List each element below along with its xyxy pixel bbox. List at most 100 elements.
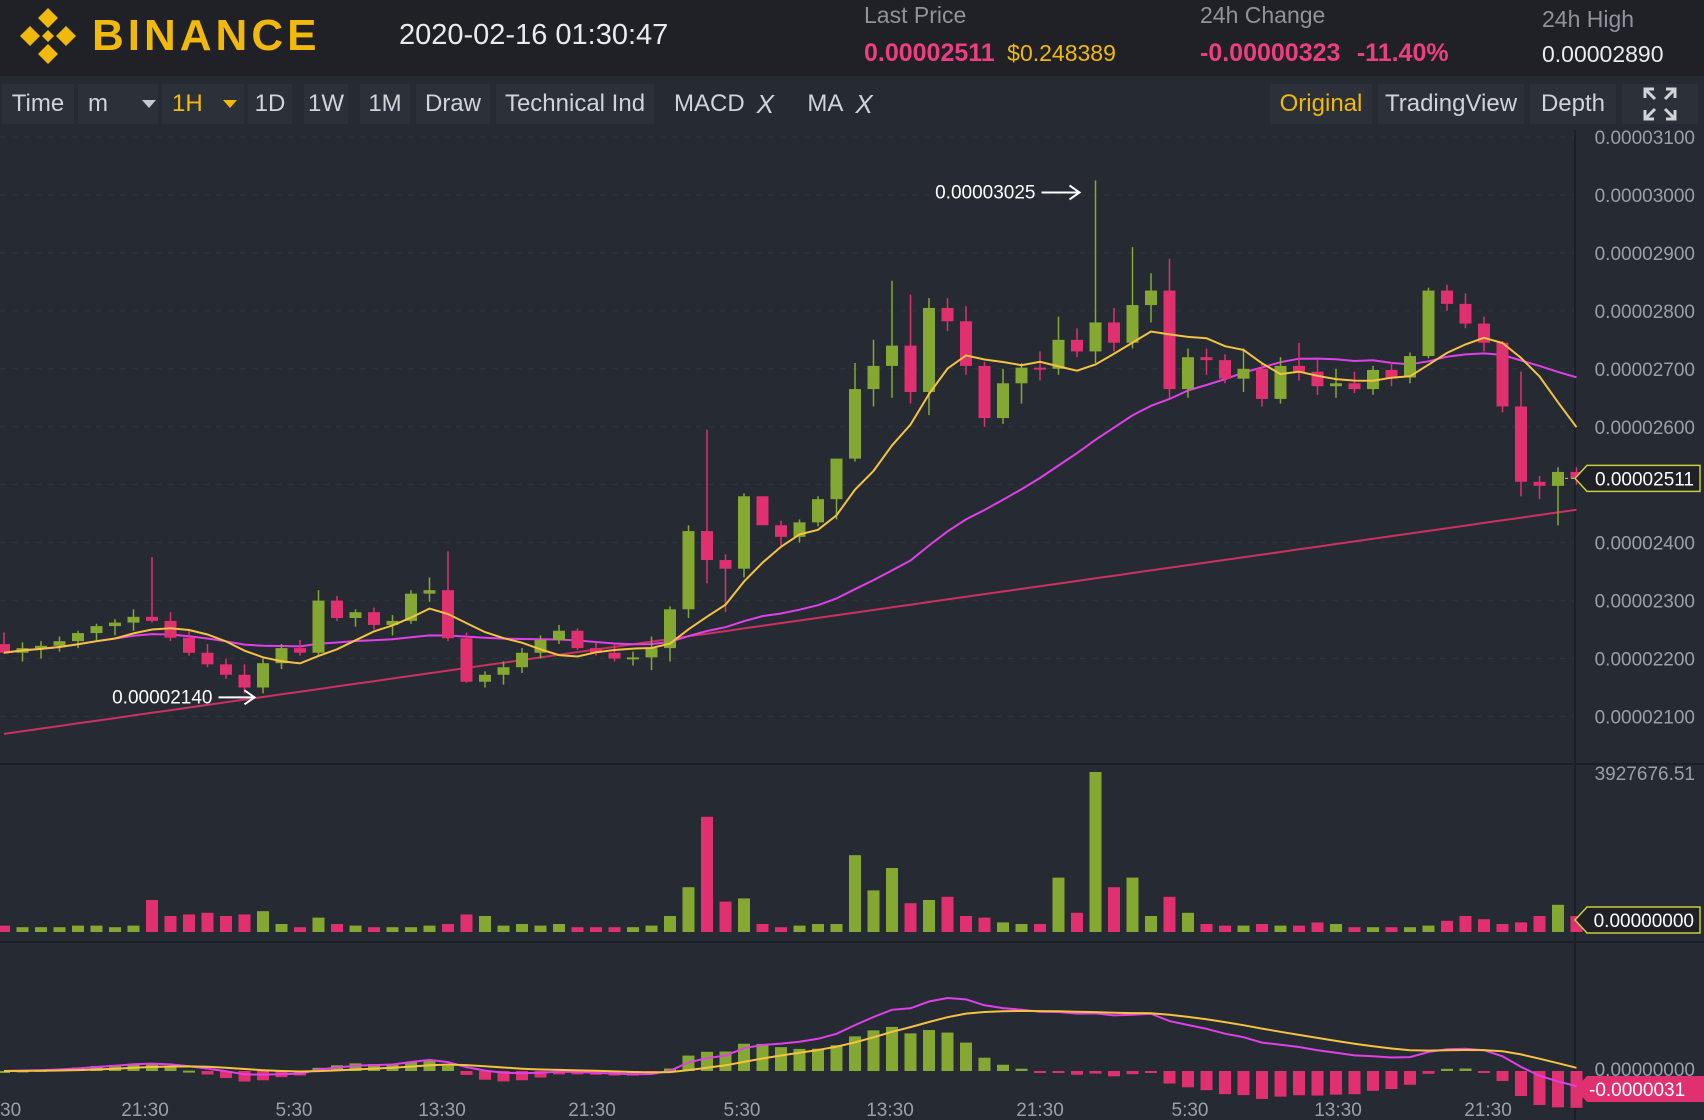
hour-interval-select[interactable]: 1H <box>162 84 244 124</box>
volume-bar <box>1182 912 1194 932</box>
binance-logo[interactable]: BINANCE <box>16 4 320 68</box>
interval-1m-button[interactable]: 1M <box>360 84 410 124</box>
time-axis-tick: 13:30 <box>418 1100 466 1120</box>
candle-body <box>960 321 972 366</box>
candle-body <box>886 345 898 366</box>
volume-bar <box>164 916 177 932</box>
candle-body <box>1089 322 1102 352</box>
volume-bar <box>830 924 843 932</box>
candle-body <box>738 496 750 569</box>
volume-bar <box>16 927 29 932</box>
candle-body <box>405 593 417 621</box>
depth-tab[interactable]: Depth <box>1530 84 1616 124</box>
candle-body <box>627 657 639 660</box>
candle-body <box>294 648 306 653</box>
macd-current-label: -0.0000031 <box>1589 1080 1685 1101</box>
candle-body <box>1570 471 1583 479</box>
macd-histogram-bar <box>812 1048 824 1071</box>
volume-bar <box>257 911 269 932</box>
volume-bar <box>1256 924 1268 932</box>
volume-bar <box>1496 924 1509 932</box>
chart-grid <box>0 130 1704 1120</box>
volume-bar <box>1126 877 1139 932</box>
volume-bar <box>719 901 732 932</box>
macd-histogram-bar <box>220 1071 232 1079</box>
volume-bar <box>1071 912 1083 932</box>
candle-body <box>1496 342 1509 407</box>
price-axis-tick: 0.00003000 <box>1595 186 1695 207</box>
candle-body <box>553 630 565 641</box>
volume-bar <box>349 925 362 932</box>
volume-bar <box>53 927 66 932</box>
minute-interval-select[interactable]: m <box>78 84 158 124</box>
macd-histogram-bar <box>1126 1071 1139 1075</box>
fullscreen-button[interactable] <box>1622 84 1698 124</box>
draw-button[interactable]: Draw <box>416 84 490 124</box>
candle-body <box>1441 290 1453 304</box>
macd-histogram-bar <box>442 1065 454 1071</box>
last-price-value: 0.00002511 <box>864 39 995 67</box>
interval-1w-button[interactable]: 1W <box>304 84 348 124</box>
macd-histogram-bar <box>201 1071 214 1075</box>
time-axis-tick: 5:30 <box>1172 1100 1209 1120</box>
original-view-tab[interactable]: Original <box>1270 84 1372 124</box>
candle-body <box>516 652 528 668</box>
macd-histogram-bar <box>923 1030 935 1071</box>
time-button[interactable]: Time <box>2 84 74 124</box>
volume-bar <box>35 927 47 932</box>
remove-macd-icon[interactable]: X <box>756 88 774 119</box>
price-axis-tick: 0.00002400 <box>1595 534 1695 555</box>
volume-bar <box>516 924 528 932</box>
technical-indicators-button[interactable]: Technical Ind <box>496 84 654 124</box>
candle-body <box>201 652 214 665</box>
macd-histogram-bar <box>1071 1071 1083 1075</box>
macd-histogram-bar <box>1441 1068 1453 1071</box>
macd-histogram-bar <box>479 1071 491 1080</box>
volume-bar <box>812 924 824 932</box>
ma7-line-group <box>3 330 1578 665</box>
server-datetime: 2020-02-16 01:30:47 <box>399 19 669 51</box>
volume-bar <box>590 927 602 932</box>
macd-histogram-bar <box>1163 1071 1176 1084</box>
candle-body <box>1533 481 1546 486</box>
change-24h-percent: -11.40% <box>1356 39 1449 67</box>
macd-histogram-bar <box>978 1057 991 1071</box>
volume-bar <box>1274 925 1287 932</box>
candle-body <box>1256 368 1268 399</box>
candle-body <box>849 389 861 459</box>
time-axis-tick: 5:30 <box>724 1100 761 1120</box>
time-axis-tick: 13:30 <box>1314 1100 1362 1120</box>
price-chart[interactable]: 0.00003100 0.00003000 0.00002900 0.00002800… <box>0 130 1704 1120</box>
candle-body <box>867 365 880 390</box>
last-price-stat: Last Price 0.00002511 $0.248389 <box>864 2 1116 68</box>
candle-body <box>775 525 787 537</box>
remove-ma-icon[interactable]: X <box>855 88 873 119</box>
macd-histogram-bar <box>1182 1071 1194 1088</box>
volume-bar <box>738 898 750 932</box>
volume-bar <box>756 924 769 932</box>
candle-body <box>571 630 584 649</box>
macd-histogram-bar <box>1367 1071 1379 1091</box>
volume-bar <box>793 925 806 932</box>
volume-bar <box>645 925 658 932</box>
ma-indicator-chip[interactable]: MA X <box>796 84 884 124</box>
price-axis-tick: 0.00003100 <box>1595 130 1695 149</box>
volume-bar <box>1015 924 1028 932</box>
interval-1d-button[interactable]: 1D <box>248 84 292 124</box>
tradingview-tab[interactable]: TradingView <box>1378 84 1524 124</box>
ma99-line-group <box>3 508 1577 735</box>
volume-bar <box>1293 925 1305 932</box>
macd-indicator-chip[interactable]: MACD X <box>664 84 784 124</box>
candle-body <box>756 496 769 526</box>
macd-histogram-bar <box>1219 1071 1231 1095</box>
volume-bar <box>553 924 565 932</box>
candle-body <box>1348 383 1361 390</box>
volume-bar <box>923 900 935 932</box>
high-24h-stat: 24h High 0.00002890 <box>1542 6 1664 68</box>
volume-bar <box>312 917 325 932</box>
volume-bar <box>109 927 121 932</box>
fullscreen-icon <box>1643 87 1677 121</box>
macd-histogram-bar <box>997 1064 1009 1071</box>
volume-bar <box>0 925 10 932</box>
volume-bar <box>1533 916 1546 932</box>
